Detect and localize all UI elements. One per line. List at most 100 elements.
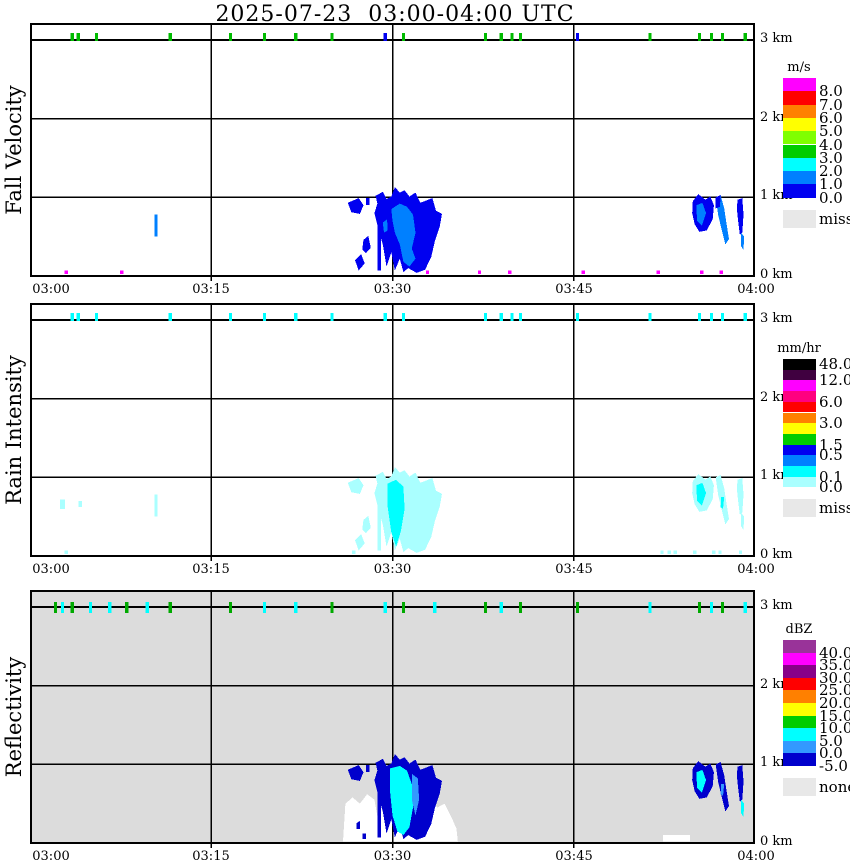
legend-tick-label: 48.0 <box>819 355 850 374</box>
top-gate-mark <box>743 313 747 321</box>
top-gate-mark <box>483 313 488 321</box>
top-gate-mark <box>76 313 80 321</box>
bottom-gate-dot <box>508 270 512 274</box>
legend-units-mm-hr: mm/hr <box>777 341 821 356</box>
echo-shape <box>741 799 745 817</box>
echo-shape <box>154 494 158 517</box>
echo-shape <box>720 497 725 509</box>
legend-tick-label: 5.0 <box>819 122 843 141</box>
bottom-gate-dot <box>120 270 124 274</box>
panel-reflectivity-plot <box>30 590 755 848</box>
top-gate-mark <box>510 33 514 41</box>
echo-shape <box>347 198 364 214</box>
top-gate-mark <box>61 602 65 613</box>
top-gate-mark <box>330 313 334 321</box>
echo-shape <box>362 515 371 534</box>
top-gate-mark <box>168 313 172 321</box>
top-gate-mark <box>70 602 74 613</box>
bottom-gate-dot <box>700 270 704 274</box>
bottom-gate-dot <box>692 550 697 554</box>
legend-tick-label: 2.0 <box>819 162 843 181</box>
top-gate-mark <box>709 313 714 321</box>
echo-shape <box>696 202 707 226</box>
top-gate-mark <box>294 33 298 41</box>
legend-band <box>783 423 816 434</box>
bottom-gate-dot <box>64 550 68 554</box>
bottom-gate-dot <box>660 550 664 554</box>
top-gate-mark <box>648 602 652 613</box>
top-gate-mark <box>575 33 579 41</box>
legend-tick-label: 5.0 <box>819 731 843 750</box>
top-gate-mark <box>743 33 747 41</box>
echo-shape <box>736 478 744 516</box>
legend-band <box>783 665 816 678</box>
bottom-gate-dot <box>718 550 722 554</box>
top-gate-mark <box>648 313 652 321</box>
legend-missing-label: miss <box>819 209 850 228</box>
top-gate-mark <box>294 602 298 613</box>
time-tick-label: 03:15 <box>192 849 230 864</box>
legend-tick-label: 30.0 <box>819 668 850 687</box>
top-gate-mark <box>720 33 724 41</box>
top-gate-mark <box>88 602 93 613</box>
legend-missing-label: miss <box>819 499 850 518</box>
legend-band <box>783 444 816 456</box>
legend-tick-label: 8.0 <box>819 82 843 101</box>
legend-band <box>783 144 816 158</box>
top-gate-mark <box>709 602 714 613</box>
bottom-gate-dot <box>656 270 661 274</box>
top-gate-mark <box>518 313 523 321</box>
echo-shape <box>355 534 365 551</box>
panel-rain-intensity-plot <box>30 303 755 561</box>
legend-band <box>783 753 816 766</box>
top-gate-mark <box>648 33 652 41</box>
legend-missing-swatch <box>783 209 816 228</box>
echo-shape <box>154 214 158 237</box>
legend-tick-label: 20.0 <box>819 694 850 712</box>
legend-tick-label: 1.5 <box>819 435 843 454</box>
bottom-gate-dot <box>581 270 586 274</box>
echo-shape <box>60 499 65 509</box>
top-gate-mark <box>70 33 74 41</box>
legend-band <box>783 131 816 145</box>
top-gate-mark <box>697 33 702 41</box>
top-gate-mark <box>125 602 129 613</box>
legend-band <box>783 184 816 198</box>
time-tick-label: 03:15 <box>192 282 230 297</box>
legend-tick-label: 25.0 <box>819 681 850 700</box>
top-gate-mark <box>483 602 488 613</box>
top-gate-mark <box>401 33 405 41</box>
bottom-gate-dot <box>712 550 716 554</box>
top-gate-mark <box>228 602 233 613</box>
top-gate-mark <box>433 602 437 613</box>
time-tick-label: 04:00 <box>737 282 775 297</box>
legend-band <box>783 401 816 413</box>
top-gate-mark <box>575 313 579 321</box>
time-tick-label: 03:00 <box>32 282 70 297</box>
legend-band <box>783 728 816 741</box>
legend-tick-label: 0.0 <box>819 478 843 497</box>
top-gate-mark <box>518 33 523 41</box>
echo-shape <box>362 833 366 840</box>
top-gate-mark <box>70 313 74 321</box>
time-tick-label: 03:30 <box>373 849 412 864</box>
top-gate-mark <box>262 33 267 41</box>
legend-tick-label: 3.0 <box>819 148 843 167</box>
legend-tick-label: 3.0 <box>819 414 843 433</box>
legend-band <box>783 412 816 424</box>
echo-shape <box>741 512 745 530</box>
km-label: 0 km <box>760 547 793 562</box>
top-gate-mark <box>383 602 387 613</box>
top-gate-mark <box>145 602 149 613</box>
top-gate-mark <box>383 313 387 321</box>
bottom-gate-dot <box>673 550 677 554</box>
top-gate-mark <box>94 33 99 41</box>
legend-band <box>783 466 816 477</box>
top-gate-mark <box>720 313 724 321</box>
time-tick-label: 03:45 <box>555 849 593 864</box>
legend-tick-label: 4.0 <box>819 135 843 154</box>
time-tick-label: 03:30 <box>373 282 412 297</box>
top-gate-mark <box>518 602 523 613</box>
top-gate-mark <box>330 33 334 41</box>
legend-band <box>783 104 816 118</box>
